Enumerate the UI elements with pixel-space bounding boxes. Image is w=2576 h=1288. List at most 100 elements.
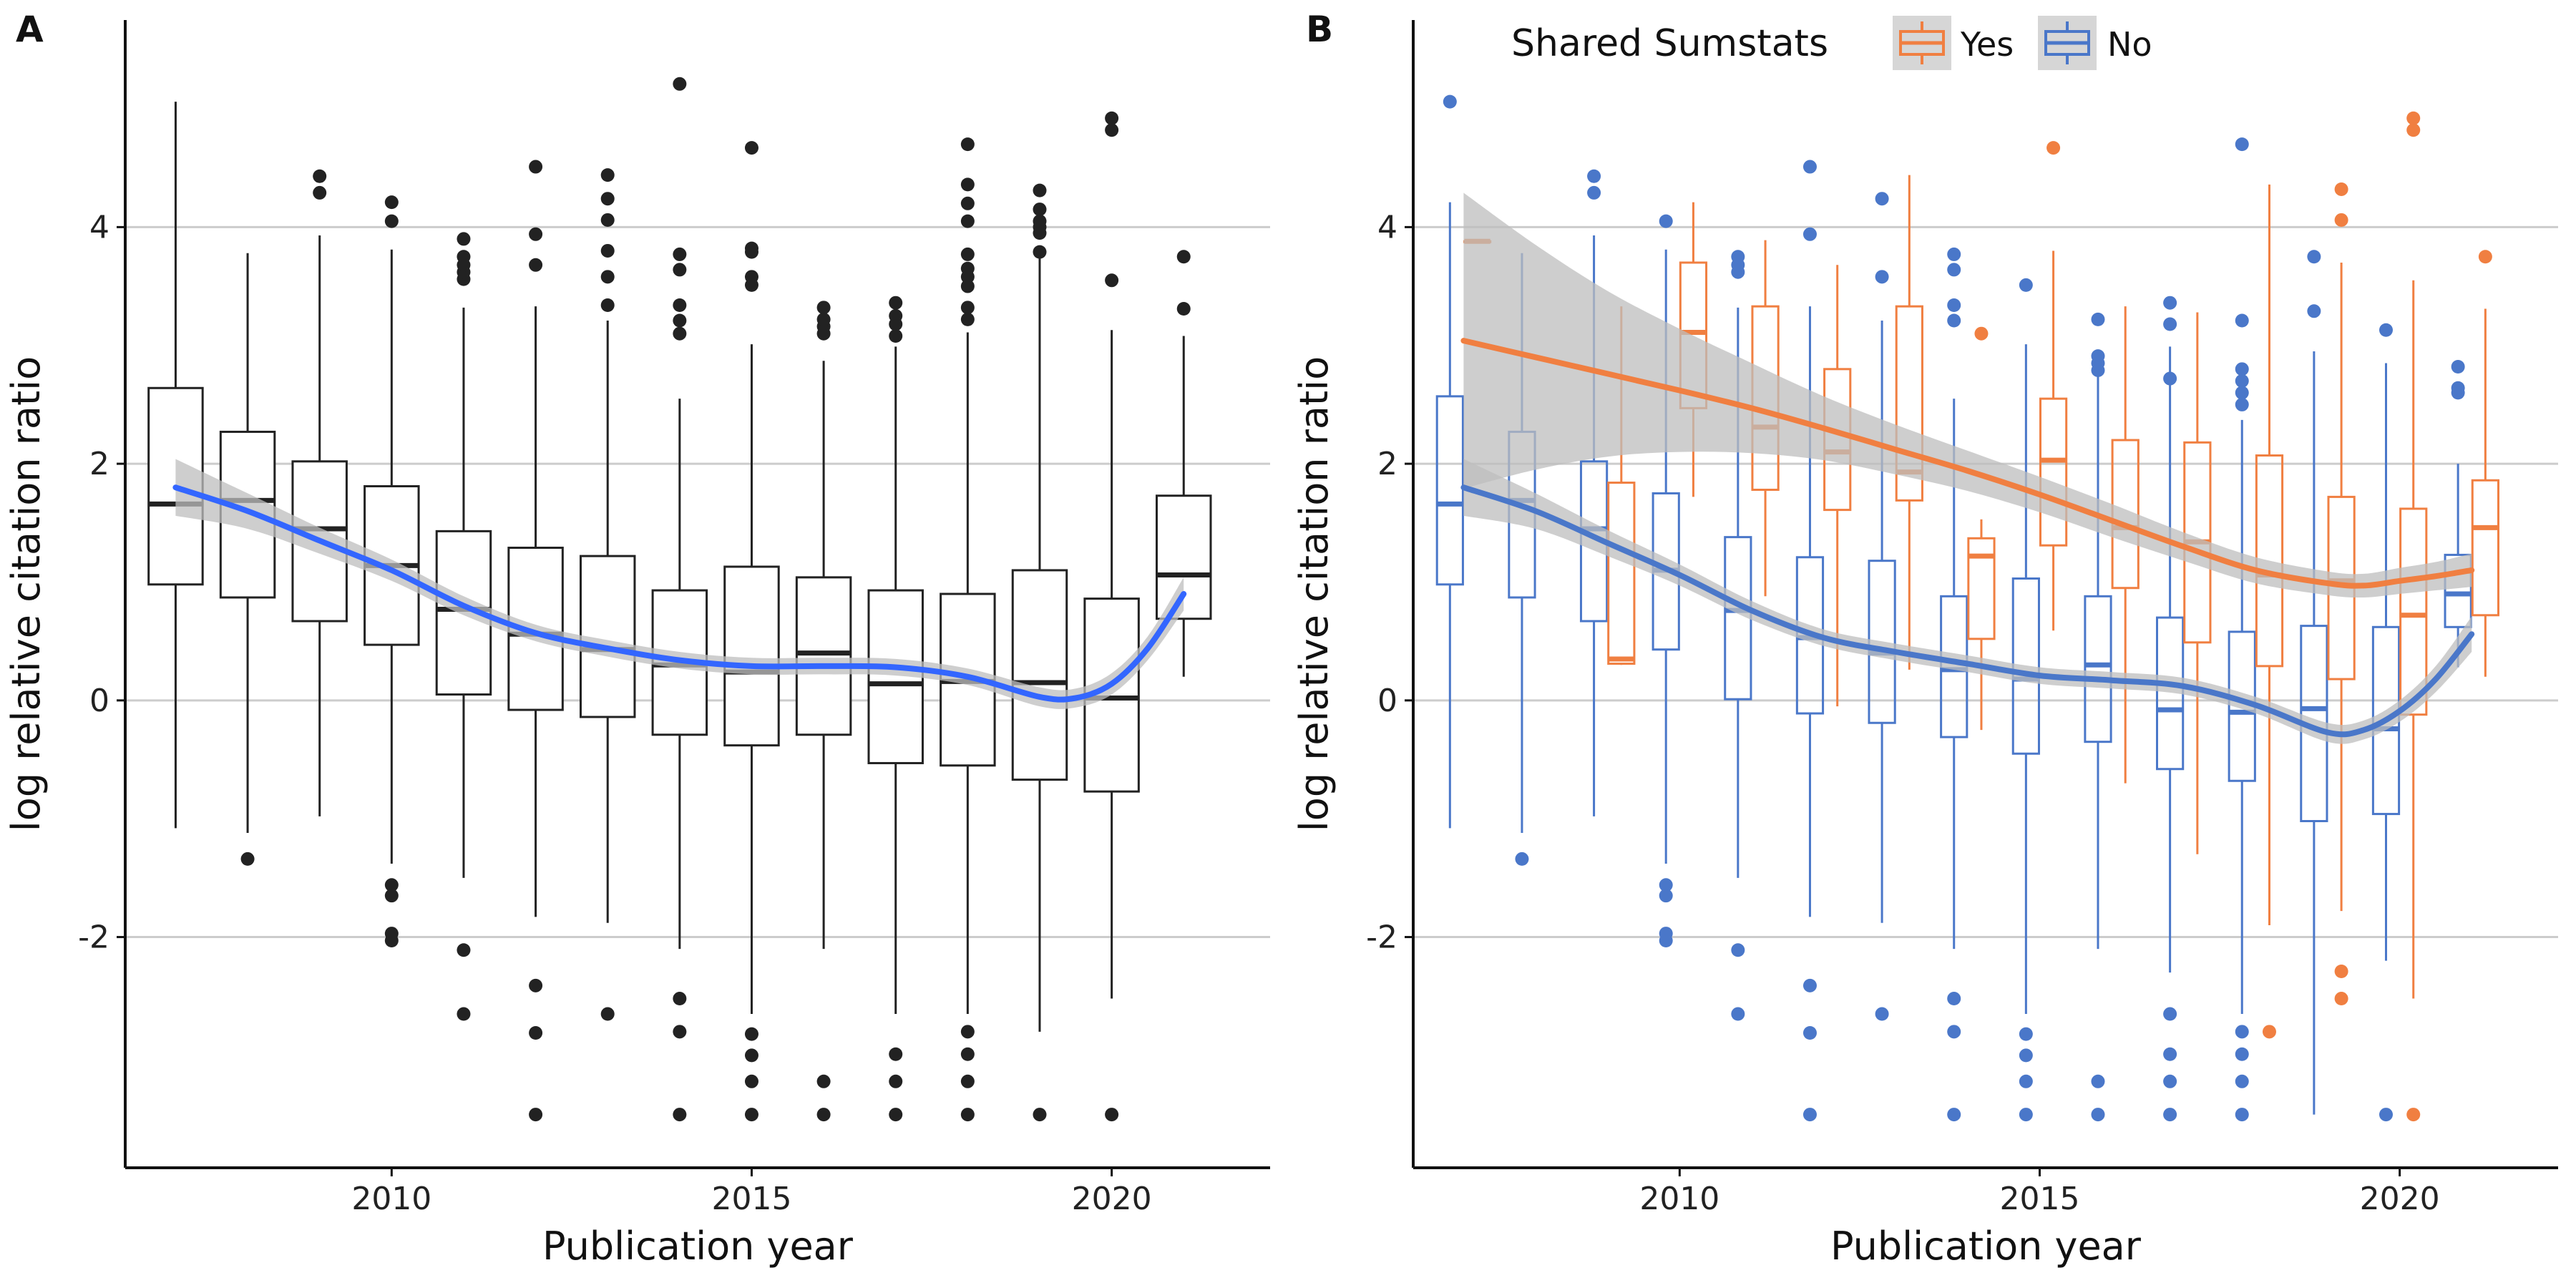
outlier-point <box>240 852 255 866</box>
outlier-point <box>1659 878 1673 892</box>
outlier-point <box>2163 371 2177 386</box>
box-body <box>1011 569 1068 781</box>
outlier-point <box>2235 1074 2249 1088</box>
outlier-point <box>313 185 327 200</box>
outlier-point <box>1033 183 1047 197</box>
outlier-point <box>600 168 615 182</box>
y-tick-label: 0 <box>89 683 109 719</box>
outlier-point <box>744 1048 758 1063</box>
box-yes <box>2399 111 2428 1122</box>
outlier-point <box>2019 1048 2033 1063</box>
outlier-point <box>600 192 615 206</box>
outlier-point <box>1875 1007 1889 1021</box>
outlier-point <box>2235 362 2249 376</box>
outlier-point <box>384 889 399 903</box>
outlier-point <box>2019 1074 2033 1088</box>
legend-entry-no: No <box>2038 16 2152 70</box>
outlier-point <box>2163 1108 2177 1122</box>
outlier-point <box>457 250 471 264</box>
box-body <box>2399 507 2428 716</box>
outlier-point <box>1947 298 1961 313</box>
outlier-point <box>816 312 831 326</box>
box-no <box>1868 192 1896 1021</box>
box-overall <box>723 141 780 1122</box>
outlier-point <box>384 214 399 228</box>
box-no <box>1435 94 1464 829</box>
box-body <box>2471 479 2499 617</box>
outlier-point <box>1105 123 1119 137</box>
outlier-point <box>2163 1074 2177 1088</box>
outlier-point <box>2307 250 2321 264</box>
y-tick-label: 2 <box>1377 446 1397 482</box>
box-overall <box>795 301 852 1122</box>
outlier-point <box>889 308 903 323</box>
outlier-point <box>1033 245 1047 259</box>
outlier-point <box>673 263 687 277</box>
panel-a: A -2 0 2 4 2010 2015 2020 Publication year log r… <box>4 9 1270 1269</box>
outlier-point <box>457 943 471 957</box>
box-overall <box>867 296 924 1122</box>
outlier-point <box>2406 123 2421 137</box>
outlier-point <box>2334 992 2348 1006</box>
outlier-point <box>2019 278 2033 292</box>
box-overall <box>579 168 636 1021</box>
outlier-point <box>2019 1108 2033 1122</box>
outlier-point <box>2262 1025 2276 1039</box>
box-no <box>2084 312 2112 1122</box>
outlier-point <box>673 1108 687 1122</box>
outlier-point <box>2163 1007 2177 1021</box>
outlier-point <box>960 312 975 326</box>
outlier-point <box>816 1108 831 1122</box>
outlier-point <box>960 1108 975 1122</box>
legend: Shared Sumstats Yes No <box>1511 16 2152 70</box>
outlier-point <box>2163 317 2177 331</box>
box-yes <box>2111 306 2140 784</box>
outlier-point <box>1659 934 1673 948</box>
outlier-point <box>1105 1108 1119 1122</box>
outlier-point <box>1802 1025 1817 1040</box>
smooth-line-yes <box>1460 338 2475 589</box>
outlier-point <box>2379 1108 2393 1122</box>
outlier-point <box>2091 1074 2105 1088</box>
outlier-point <box>1802 978 1817 992</box>
x-tick-label: 2010 <box>351 1181 431 1217</box>
legend-entry-yes: Yes <box>1893 16 2014 70</box>
outlier-point <box>2235 397 2249 411</box>
outlier-point <box>960 137 975 152</box>
y-tick-label: -2 <box>78 919 109 956</box>
outlier-point <box>600 213 615 227</box>
y-axis-title: log relative citation ratio <box>4 356 49 831</box>
outlier-point <box>1802 227 1817 241</box>
outlier-point <box>673 298 687 313</box>
outlier-point <box>2235 1047 2249 1061</box>
outlier-point <box>529 1108 543 1122</box>
outlier-point <box>2406 1108 2421 1122</box>
outlier-point <box>889 329 903 343</box>
outlier-point <box>1443 94 1457 109</box>
outlier-point <box>673 1025 687 1039</box>
box-overall <box>940 137 996 1122</box>
outlier-point <box>1947 247 1961 261</box>
outlier-point <box>2478 250 2492 264</box>
outlier-point <box>1947 1108 1961 1122</box>
outlier-point <box>1659 214 1673 228</box>
x-tick-label: 2015 <box>1999 1181 2079 1217</box>
outlier-point <box>673 77 687 91</box>
outlier-point <box>960 279 975 293</box>
x-axis-title: Publication year <box>1830 1224 2142 1269</box>
outlier-point <box>673 992 687 1006</box>
outlier-point <box>2334 213 2348 227</box>
box-body <box>579 555 636 718</box>
outlier-point <box>1587 185 1601 200</box>
outlier-point <box>2163 296 2177 310</box>
box-no <box>1579 169 1609 816</box>
panel-tag: B <box>1306 9 1333 50</box>
outlier-point <box>2406 111 2421 125</box>
smooth-line-no <box>1460 484 2475 738</box>
outlier-point <box>1731 250 1745 264</box>
y-tick-label: -2 <box>1366 919 1397 956</box>
box-yes <box>1967 326 1996 731</box>
x-tick-label: 2020 <box>1072 1181 1152 1217</box>
panel-tag: A <box>16 9 44 50</box>
outlier-point <box>1974 326 1989 341</box>
